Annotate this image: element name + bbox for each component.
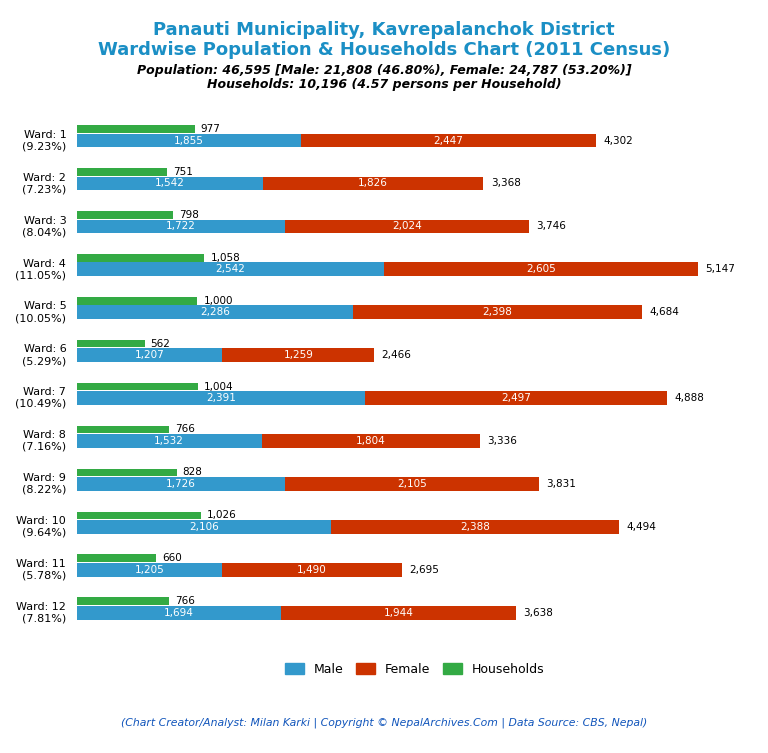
Text: 2,398: 2,398 [482,307,512,317]
Bar [262,434,479,448]
Text: 3,746: 3,746 [536,221,566,231]
Text: 1,804: 1,804 [356,436,386,446]
Text: 1,722: 1,722 [166,221,196,231]
Text: 1,000: 1,000 [204,296,233,306]
Text: Population: 46,595 [Male: 21,808 (46.80%), Female: 24,787 (53.20%)]: Population: 46,595 [Male: 21,808 (46.80%… [137,64,631,77]
Bar [223,349,375,362]
Text: 1,694: 1,694 [164,608,194,617]
Text: Wardwise Population & Households Chart (2011 Census): Wardwise Population & Households Chart (… [98,41,670,59]
Bar [77,134,301,148]
Text: 2,447: 2,447 [433,136,463,145]
Text: 1,726: 1,726 [166,479,196,489]
Bar [285,477,539,491]
Text: 2,695: 2,695 [409,565,439,575]
Text: 1,490: 1,490 [297,565,327,575]
Bar [77,125,194,133]
Text: 5,147: 5,147 [706,264,736,274]
Bar [77,392,366,405]
Text: 2,388: 2,388 [460,522,490,532]
Bar [77,383,198,390]
Bar [77,563,222,577]
Bar [77,520,331,534]
Text: 2,105: 2,105 [397,479,427,489]
Text: 1,259: 1,259 [283,350,313,360]
Text: 766: 766 [175,596,195,606]
Text: Households: 10,196 (4.57 persons per Household): Households: 10,196 (4.57 persons per Hou… [207,78,561,90]
Text: 660: 660 [162,553,182,563]
Bar [301,134,596,148]
Text: Panauti Municipality, Kavrepalanchok District: Panauti Municipality, Kavrepalanchok Dis… [153,21,615,39]
Text: 828: 828 [183,468,203,477]
Text: 1,207: 1,207 [134,350,164,360]
Bar [77,340,144,347]
Bar [77,425,169,434]
Text: 2,542: 2,542 [215,264,245,274]
Bar [77,177,263,191]
Text: 2,106: 2,106 [189,522,219,532]
Text: 4,302: 4,302 [604,136,634,145]
Bar [222,563,402,577]
Legend: Male, Female, Households: Male, Female, Households [280,658,549,681]
Bar [77,597,169,605]
Bar [77,211,173,218]
Text: 3,638: 3,638 [523,608,553,617]
Text: 1,004: 1,004 [204,382,233,392]
Text: 766: 766 [175,425,195,434]
Text: 1,058: 1,058 [210,253,240,263]
Bar [331,520,620,534]
Bar [77,306,353,319]
Text: 4,684: 4,684 [650,307,680,317]
Bar [77,554,157,562]
Text: 1,532: 1,532 [154,436,184,446]
Bar [281,606,516,620]
Bar [77,468,177,477]
Text: 2,391: 2,391 [206,393,236,403]
Bar [263,177,483,191]
Text: 798: 798 [179,210,199,220]
Text: 2,024: 2,024 [392,221,422,231]
Bar [353,306,642,319]
Text: 977: 977 [200,124,220,134]
Text: 4,494: 4,494 [627,522,657,532]
Bar [77,168,167,175]
Bar [77,434,262,448]
Bar [77,606,281,620]
Text: 1,826: 1,826 [358,178,388,188]
Text: 1,205: 1,205 [134,565,164,575]
Bar [366,392,667,405]
Text: 562: 562 [151,339,170,349]
Text: (Chart Creator/Analyst: Milan Karki | Copyright © NepalArchives.Com | Data Sourc: (Chart Creator/Analyst: Milan Karki | Co… [121,718,647,728]
Bar [77,511,200,520]
Text: 1,944: 1,944 [384,608,414,617]
Text: 2,605: 2,605 [526,264,556,274]
Text: 3,368: 3,368 [491,178,521,188]
Bar [77,263,384,276]
Bar [285,220,529,233]
Text: 2,497: 2,497 [502,393,531,403]
Text: 1,542: 1,542 [155,178,185,188]
Text: 4,888: 4,888 [674,393,704,403]
Bar [77,477,285,491]
Text: 2,286: 2,286 [200,307,230,317]
Text: 1,026: 1,026 [207,511,237,520]
Text: 751: 751 [174,167,194,177]
Text: 3,831: 3,831 [547,479,577,489]
Bar [77,220,285,233]
Bar [77,349,223,362]
Bar [384,263,698,276]
Text: 3,336: 3,336 [487,436,517,446]
Bar [77,254,204,261]
Text: 2,466: 2,466 [382,350,412,360]
Bar [77,297,197,304]
Text: 1,855: 1,855 [174,136,204,145]
